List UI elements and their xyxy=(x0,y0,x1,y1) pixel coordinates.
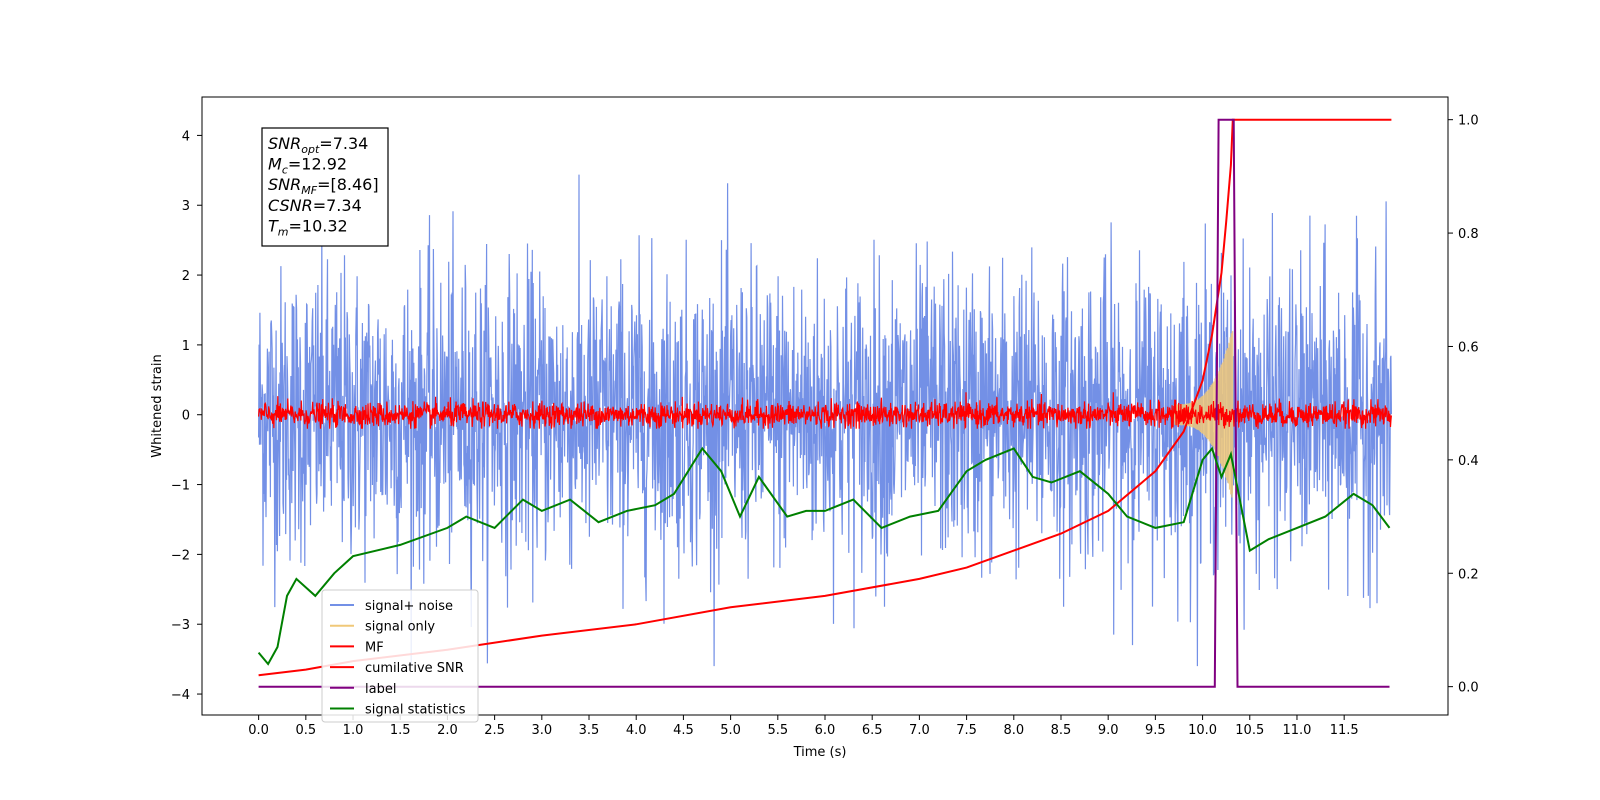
x-tick-label: 2.5 xyxy=(484,723,505,738)
x-tick-label: 2.0 xyxy=(437,723,458,738)
annotation-subscript: MF xyxy=(301,184,317,197)
y-axis-right: 1.0 0.8 0.6 0.4 0.2 0.0 xyxy=(1448,114,1479,696)
x-tick-label: 3.0 xyxy=(531,723,552,738)
y-tick-label: −2 xyxy=(171,548,190,563)
legend-label: cumilative SNR xyxy=(365,661,464,676)
x-tick-label: 5.0 xyxy=(720,723,741,738)
series-5-line xyxy=(257,446,1391,666)
x-tick-label: 7.0 xyxy=(909,723,930,738)
y-tick-label: 0 xyxy=(182,409,190,424)
series-3-line xyxy=(258,118,1392,677)
y2-tick-label: 1.0 xyxy=(1458,114,1479,129)
annotation-box: SNRopt=7.34Mc=12.92SNRMF=[8.46]CSNR=7.34… xyxy=(261,127,389,247)
y-tick-label: 3 xyxy=(182,199,190,214)
annotation-line: CSNR=7.34 xyxy=(268,196,362,215)
y-tick-label: 1 xyxy=(182,339,190,354)
legend-label: signal+ noise xyxy=(365,599,453,614)
annotation-value: =12.92 xyxy=(288,155,347,174)
y2-tick-label: 0.0 xyxy=(1458,681,1479,696)
annotation-value: =[8.46] xyxy=(317,175,379,194)
x-tick-label: 1.0 xyxy=(343,723,364,738)
x-axis-label: Time (s) xyxy=(793,745,847,760)
annotation-frame xyxy=(261,127,389,247)
x-tick-label: 3.5 xyxy=(579,723,600,738)
annotation-line: Mc=12.92 xyxy=(268,155,347,177)
series-layer xyxy=(257,118,1392,688)
x-tick-label: 4.0 xyxy=(626,723,647,738)
y-axis-label: Whitened strain xyxy=(150,354,165,457)
y-tick-label: −3 xyxy=(171,618,190,633)
legend-frame xyxy=(321,589,479,723)
series-2-line xyxy=(258,392,1392,430)
x-tick-label: 0.0 xyxy=(248,723,269,738)
x-tick-label: 4.5 xyxy=(673,723,694,738)
legend-label: MF xyxy=(365,640,384,655)
x-tick-label: 5.5 xyxy=(767,723,788,738)
legend-label: signal only xyxy=(365,620,435,635)
x-axis: 0.0 0.5 1.0 1.5 2.0 2.5 3.0 3.5 4.0 4.5 5.0 5.5 6.0 6… xyxy=(248,715,1359,738)
annotation-symbol: T xyxy=(268,216,279,235)
annotation-line: SNRopt=7.34 xyxy=(268,134,368,156)
y2-tick-label: 0.6 xyxy=(1458,340,1479,355)
series-4-line xyxy=(258,118,1390,688)
legend-label: signal statistics xyxy=(365,703,466,718)
x-tick-label: 11.0 xyxy=(1282,723,1311,738)
annotation-value: =10.32 xyxy=(289,216,348,235)
x-tick-label: 6.5 xyxy=(862,723,883,738)
legend: signal+ noise signal only MF cumilative SNR… xyxy=(321,589,479,723)
y2-tick-label: 0.4 xyxy=(1458,454,1479,469)
annotation-value: =7.34 xyxy=(319,134,368,153)
y-tick-label: −4 xyxy=(171,688,190,703)
x-tick-label: 6.0 xyxy=(815,723,836,738)
x-tick-label: 11.5 xyxy=(1330,723,1359,738)
annotation-symbol: CSNR xyxy=(268,196,313,215)
annotation-symbol: SNR xyxy=(268,134,301,153)
x-tick-label: 10.5 xyxy=(1235,723,1264,738)
annotation-subscript: c xyxy=(282,164,288,177)
annotation-symbol: SNR xyxy=(268,175,301,194)
annotation-symbol: M xyxy=(268,155,282,174)
annotation-subscript: m xyxy=(278,225,289,238)
x-tick-label: 8.0 xyxy=(1003,723,1024,738)
annotation-subscript: opt xyxy=(301,143,320,156)
annotation-value: =7.34 xyxy=(313,196,362,215)
x-tick-label: 10.0 xyxy=(1188,723,1217,738)
y2-tick-label: 0.8 xyxy=(1458,227,1479,242)
y-axis-left: 4 3 2 1 0 −1 −2 −3 −4 xyxy=(171,129,202,703)
legend-label: label xyxy=(365,682,396,697)
x-tick-label: 0.5 xyxy=(295,723,316,738)
annotation-line: Tm=10.32 xyxy=(268,216,348,238)
y-tick-label: −1 xyxy=(171,479,190,494)
x-tick-label: 9.0 xyxy=(1098,723,1119,738)
y-tick-label: 2 xyxy=(182,269,190,284)
x-tick-label: 9.5 xyxy=(1145,723,1166,738)
y2-tick-label: 0.2 xyxy=(1458,567,1479,582)
x-tick-label: 7.5 xyxy=(956,723,977,738)
y-tick-label: 4 xyxy=(182,129,190,144)
x-tick-label: 1.5 xyxy=(390,723,411,738)
x-tick-label: 8.5 xyxy=(1051,723,1072,738)
annotation-line: SNRMF=[8.46] xyxy=(268,175,379,197)
